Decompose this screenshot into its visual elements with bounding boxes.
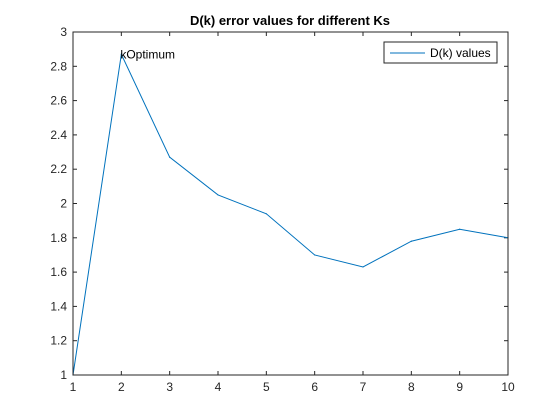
legend: D(k) values bbox=[383, 41, 498, 64]
x-tick-label: 1 bbox=[70, 380, 77, 394]
y-tick-labels: 1 1.2 1.4 1.6 1.8 2 2.2 2.4 2.6 2.8 3 bbox=[50, 25, 67, 382]
data-point bbox=[265, 213, 267, 215]
legend-box bbox=[383, 41, 498, 64]
annotations: kOptimum bbox=[120, 47, 175, 61]
y-tick-label: 2.8 bbox=[50, 59, 67, 73]
y-tick-label: 1.4 bbox=[50, 299, 67, 313]
series-group bbox=[72, 52, 509, 376]
y-tick-label: 1.2 bbox=[50, 334, 67, 348]
data-point bbox=[362, 266, 364, 268]
series-line bbox=[72, 52, 509, 376]
y-tick-label: 2.6 bbox=[50, 94, 67, 108]
x-tick-label: 3 bbox=[166, 380, 173, 394]
x-tick-label: 8 bbox=[408, 380, 415, 394]
axis-ticks bbox=[72, 31, 509, 376]
x-tick-label: 10 bbox=[501, 380, 515, 394]
x-tick-label: 5 bbox=[263, 380, 270, 394]
y-tick-label: 1 bbox=[60, 368, 67, 382]
legend-label: D(k) values bbox=[430, 46, 491, 60]
data-point bbox=[459, 228, 461, 230]
x-tick-label: 4 bbox=[215, 380, 222, 394]
x-tick-label: 9 bbox=[456, 380, 463, 394]
y-tick-label: 3 bbox=[60, 25, 67, 39]
y-tick-label: 1.8 bbox=[50, 231, 67, 245]
y-tick-label: 2 bbox=[60, 197, 67, 211]
x-tick-label: 6 bbox=[311, 380, 318, 394]
x-tick-labels: 1 2 3 4 5 6 7 8 9 10 bbox=[70, 380, 515, 394]
data-point bbox=[120, 53, 122, 55]
data-point bbox=[217, 194, 219, 196]
annotation-text: kOptimum bbox=[120, 47, 175, 61]
y-tick-label: 2.2 bbox=[50, 162, 67, 176]
plot-area-background bbox=[73, 32, 508, 375]
y-tick-label: 1.6 bbox=[50, 265, 67, 279]
x-tick-label: 2 bbox=[118, 380, 125, 394]
data-point bbox=[410, 240, 412, 242]
data-point bbox=[314, 254, 316, 256]
data-point bbox=[169, 156, 171, 158]
y-tick-label: 2.4 bbox=[50, 128, 67, 142]
chart-title: D(k) error values for different Ks bbox=[190, 13, 390, 28]
x-tick-label: 7 bbox=[360, 380, 367, 394]
plot-area-frame bbox=[72, 31, 509, 376]
